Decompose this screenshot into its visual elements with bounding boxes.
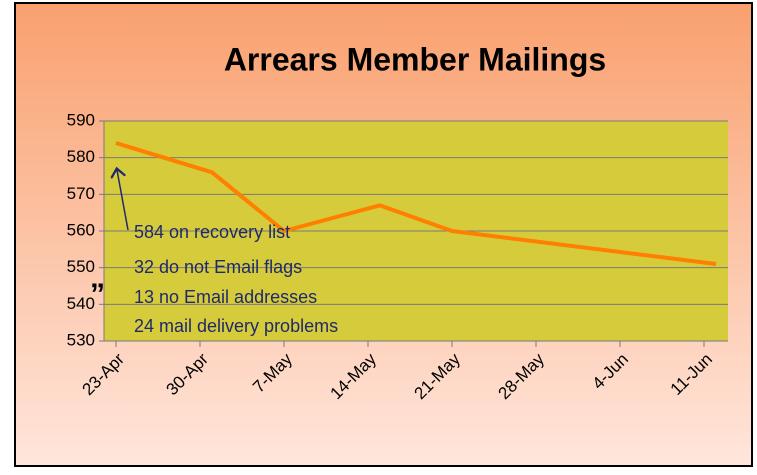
y-tick-label: 560 xyxy=(67,220,95,239)
annotation: 13 no Email addresses xyxy=(134,287,317,307)
y-tick-label: 550 xyxy=(67,257,95,276)
y-tick-label: 590 xyxy=(67,110,95,129)
annotation: 24 mail delivery problems xyxy=(134,316,338,336)
y-tick-label: 540 xyxy=(67,294,95,313)
annotation: 32 do not Email flags xyxy=(134,257,302,277)
y-tick-label: 530 xyxy=(67,330,95,349)
chart-title: Arrears Member Mailings xyxy=(224,41,606,77)
annotation: 584 on recovery list xyxy=(134,222,290,242)
line xyxy=(115,141,717,266)
arrow xyxy=(117,170,129,231)
y-tick-label: 570 xyxy=(67,184,95,203)
annotation: ” xyxy=(90,278,105,311)
y-tick-label: 580 xyxy=(67,147,95,166)
